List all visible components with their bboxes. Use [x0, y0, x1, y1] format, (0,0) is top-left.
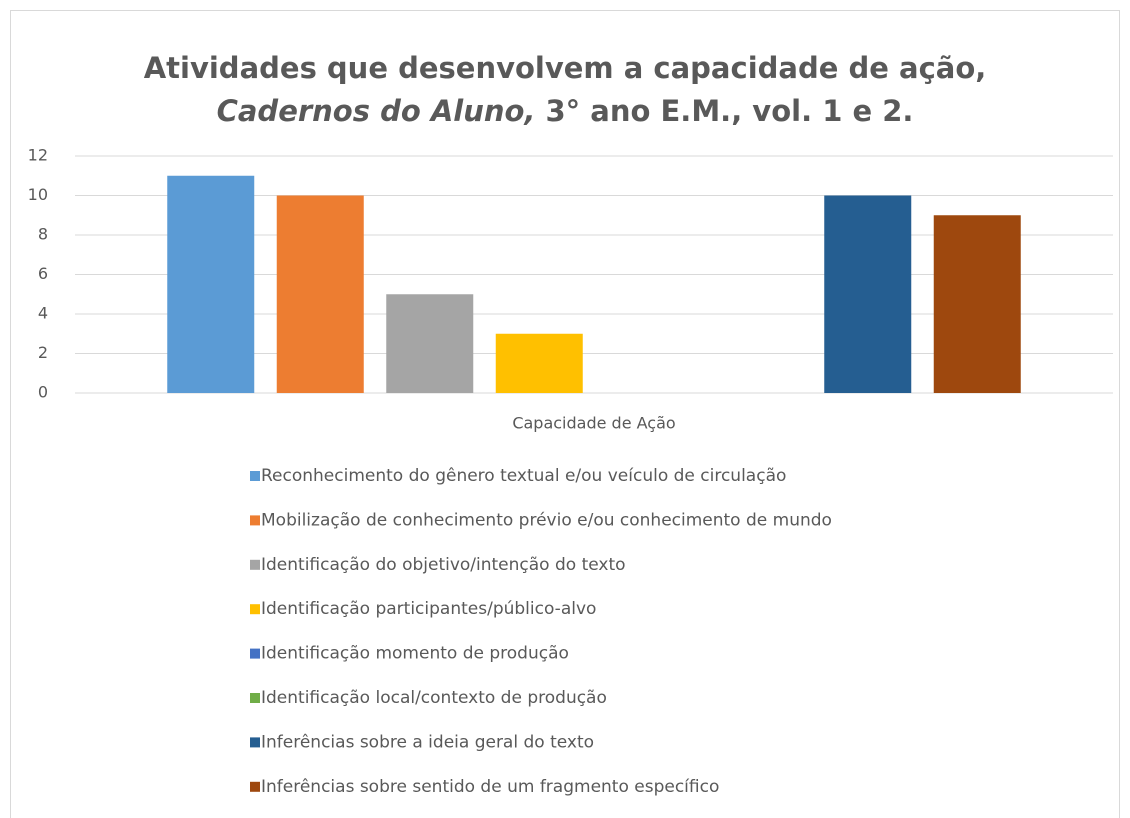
bar: [386, 294, 474, 393]
legend-swatch: [250, 737, 260, 748]
legend-swatch: [250, 559, 260, 570]
legend-label: Identificação participantes/público-alvo: [261, 599, 596, 619]
legend-label: Inferências sobre a ideia geral do texto: [261, 732, 594, 752]
legend-label: Reconhecimento do gênero textual e/ou ve…: [261, 466, 786, 486]
y-tick-label: 2: [38, 343, 48, 362]
legend-label: Inferências sobre sentido de um fragment…: [261, 777, 719, 797]
legend-swatch: [250, 471, 260, 481]
legend-label: Identificação do objetivo/intenção do te…: [261, 555, 626, 575]
legend-label: Identificação momento de produção: [261, 644, 569, 664]
y-tick-label: 10: [28, 185, 48, 204]
chart-title: Atividades que desenvolvem a capacidade …: [144, 51, 987, 85]
title-rest: 3° ano E.M., vol. 1 e 2.: [545, 94, 913, 128]
bar: [933, 215, 1021, 393]
chart-subtitle: Cadernos do Aluno, 3° ano E.M., vol. 1 e …: [217, 94, 914, 128]
legend-swatch: [250, 648, 260, 659]
y-tick-label: 12: [28, 146, 48, 165]
y-tick-label: 0: [38, 383, 48, 402]
chart-frame: [10, 10, 1120, 818]
bar: [167, 175, 255, 393]
x-axis-label: Capacidade de Ação: [512, 414, 675, 433]
legend-swatch: [250, 604, 260, 615]
legend-label: Mobilização de conhecimento prévio e/ou …: [261, 510, 832, 530]
legend-swatch: [250, 781, 260, 792]
y-tick-label: 4: [38, 304, 48, 323]
title-italic: Cadernos do Aluno,: [217, 94, 536, 128]
bar: [495, 333, 583, 393]
bar: [276, 195, 364, 393]
legend-label: Identificação local/contexto de produção: [261, 688, 607, 708]
y-tick-label: 8: [38, 225, 48, 244]
y-tick-label: 6: [38, 264, 48, 283]
legend-swatch: [250, 515, 260, 526]
legend-swatch: [250, 693, 260, 703]
bar: [824, 195, 912, 393]
